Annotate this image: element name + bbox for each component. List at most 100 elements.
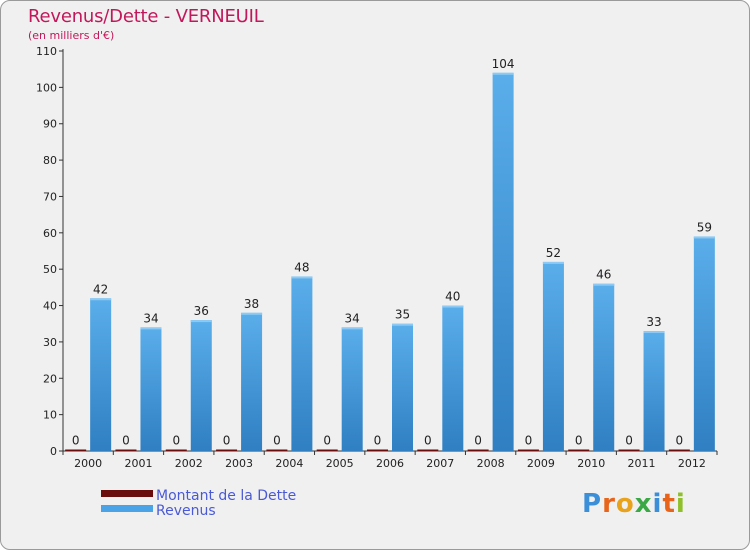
- y-tick-label: 20: [43, 372, 57, 385]
- debt-bar: [316, 449, 338, 451]
- debt-data-label: 0: [575, 434, 583, 448]
- x-tick-label: 2002: [175, 457, 203, 470]
- debt-bar: [165, 449, 187, 451]
- revenue-bar: [693, 236, 715, 451]
- debt-data-label: 0: [424, 434, 432, 448]
- y-tick-label: 50: [43, 263, 57, 276]
- revenue-bar: [341, 327, 363, 451]
- y-tick-label: 110: [36, 45, 57, 58]
- debt-data-label: 0: [273, 434, 281, 448]
- revenue-bar-top: [291, 276, 313, 279]
- debt-data-label: 0: [525, 434, 533, 448]
- revenue-data-label: 104: [492, 57, 515, 71]
- legend-swatch-dette: [101, 490, 153, 497]
- revenue-bar: [291, 276, 313, 451]
- revenue-bar: [392, 323, 413, 451]
- x-tick-label: 2000: [74, 457, 102, 470]
- revenue-data-label: 52: [546, 246, 561, 260]
- debt-bar: [517, 449, 539, 451]
- legend-label-revenus: Revenus: [156, 503, 216, 519]
- debt-bar: [266, 449, 288, 451]
- revenue-bar-top: [693, 236, 715, 239]
- debt-data-label: 0: [172, 434, 180, 448]
- logo-letter: o: [615, 489, 635, 519]
- debt-bar: [367, 449, 388, 451]
- proxiti-logo: Proxiti: [582, 489, 686, 519]
- logo-letter: r: [602, 489, 616, 519]
- revenue-bar-top: [341, 327, 363, 330]
- chart-bars: [65, 72, 715, 452]
- revenue-bar: [492, 72, 514, 452]
- revenue-bar: [593, 283, 615, 451]
- revenue-bar: [643, 331, 665, 451]
- y-tick-label: 80: [43, 154, 57, 167]
- logo-letter: x: [634, 489, 653, 519]
- revenue-bar: [442, 305, 464, 451]
- revenue-data-label: 48: [294, 260, 309, 274]
- revenue-bar: [190, 320, 212, 451]
- revenue-data-label: 46: [596, 268, 611, 282]
- revenue-data-label: 59: [697, 220, 712, 234]
- debt-data-label: 0: [223, 434, 231, 448]
- debt-data-label: 0: [676, 434, 684, 448]
- revenue-data-label: 38: [244, 297, 259, 311]
- chart-data-labels: 0 42 0 34 0 36 0 38 0 48 0 34 0 35 0 40 0 104 0 52 0 46 0 33 0 59: [72, 57, 712, 448]
- debt-bar: [417, 449, 439, 451]
- revenue-data-label: 33: [646, 315, 661, 329]
- revenue-data-label: 34: [143, 311, 158, 325]
- logo-letter: i: [652, 489, 663, 519]
- revenue-data-label: 34: [345, 311, 360, 325]
- revenue-data-label: 35: [395, 308, 410, 322]
- revenue-bar-top: [542, 261, 564, 264]
- revenue-bar-top: [492, 72, 514, 75]
- y-tick-label: 10: [43, 409, 57, 422]
- logo-letter: i: [675, 489, 686, 519]
- revenue-bar-top: [241, 312, 263, 315]
- x-tick-label: 2009: [527, 457, 555, 470]
- debt-data-label: 0: [625, 434, 633, 448]
- chart-axes: 0 10 20 30 40 50 60 70 80 90 100 110 2000 2001 2002 200…: [36, 45, 718, 470]
- chart-subtitle: (en milliers d'€): [28, 29, 115, 42]
- x-tick-label: 2007: [426, 457, 454, 470]
- revenue-bar-top: [593, 283, 615, 286]
- revenue-data-label: 40: [445, 290, 460, 304]
- y-tick-label: 90: [43, 118, 57, 131]
- x-tick-label: 2003: [225, 457, 253, 470]
- y-tick-label: 70: [43, 190, 57, 203]
- debt-bar: [216, 449, 238, 451]
- debt-bar: [568, 449, 590, 451]
- logo-letter: P: [582, 489, 603, 519]
- revenue-bar-top: [140, 327, 162, 330]
- debt-data-label: 0: [374, 434, 382, 448]
- debt-data-label: 0: [122, 434, 130, 448]
- y-tick-label: 0: [50, 445, 57, 458]
- y-tick-label: 60: [43, 227, 57, 240]
- revenue-bar-top: [643, 331, 665, 333]
- debt-data-label: 0: [72, 434, 80, 448]
- revenue-bar-top: [90, 298, 112, 301]
- x-tick-label: 2004: [275, 457, 303, 470]
- x-tick-label: 2006: [376, 457, 404, 470]
- revenue-bar: [140, 327, 162, 451]
- x-tick-label: 2010: [577, 457, 605, 470]
- logo-letter: t: [662, 489, 676, 519]
- x-tick-label: 2005: [326, 457, 354, 470]
- revenue-data-label: 36: [194, 304, 209, 318]
- revenue-bar-top: [392, 323, 413, 326]
- y-tick-label: 40: [43, 300, 57, 313]
- revenue-data-label: 42: [93, 282, 108, 296]
- debt-bar: [668, 449, 690, 451]
- debt-bar: [115, 449, 137, 451]
- x-tick-label: 2011: [628, 457, 656, 470]
- revenue-bar-top: [190, 320, 212, 323]
- legend-swatch-revenus: [101, 505, 153, 512]
- x-tick-label: 2001: [124, 457, 152, 470]
- debt-bar: [467, 449, 489, 451]
- x-tick-label: 2012: [678, 457, 706, 470]
- debt-data-label: 0: [323, 434, 331, 448]
- legend-label-dette: Montant de la Dette: [156, 488, 296, 504]
- x-tick-label: 2008: [477, 457, 505, 470]
- revenue-bar: [542, 261, 564, 451]
